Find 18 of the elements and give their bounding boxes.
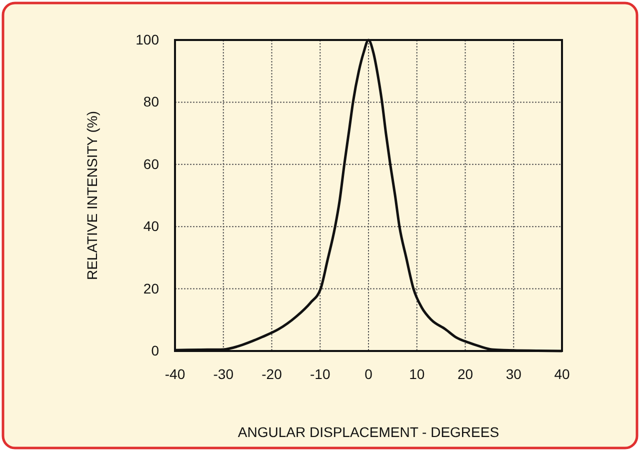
x-tick-label: -40 — [164, 366, 186, 382]
x-tick-label: -10 — [310, 366, 330, 382]
y-axis-title: RELATIVE INTENSITY (%) — [84, 110, 100, 280]
y-tick-label: 80 — [143, 94, 160, 110]
y-tick-label: 20 — [143, 280, 160, 296]
y-tick-label: 60 — [143, 156, 160, 172]
line-series — [174, 38, 564, 352]
x-tick-label: -20 — [262, 366, 282, 382]
y-tick-label: 100 — [136, 31, 160, 48]
x-tick-label: 40 — [554, 366, 570, 382]
y-tick-label: 0 — [151, 342, 160, 358]
x-tick-label: 20 — [457, 366, 474, 382]
x-tick-label: 10 — [409, 366, 425, 382]
x-tick-label: 30 — [506, 366, 522, 382]
x-tick-label: 0 — [364, 366, 373, 382]
y-tick-label: 40 — [143, 218, 160, 234]
x-axis-title: ANGULAR DISPLACEMENT - DEGREES — [238, 424, 500, 440]
x-tick-label: -30 — [213, 366, 234, 382]
